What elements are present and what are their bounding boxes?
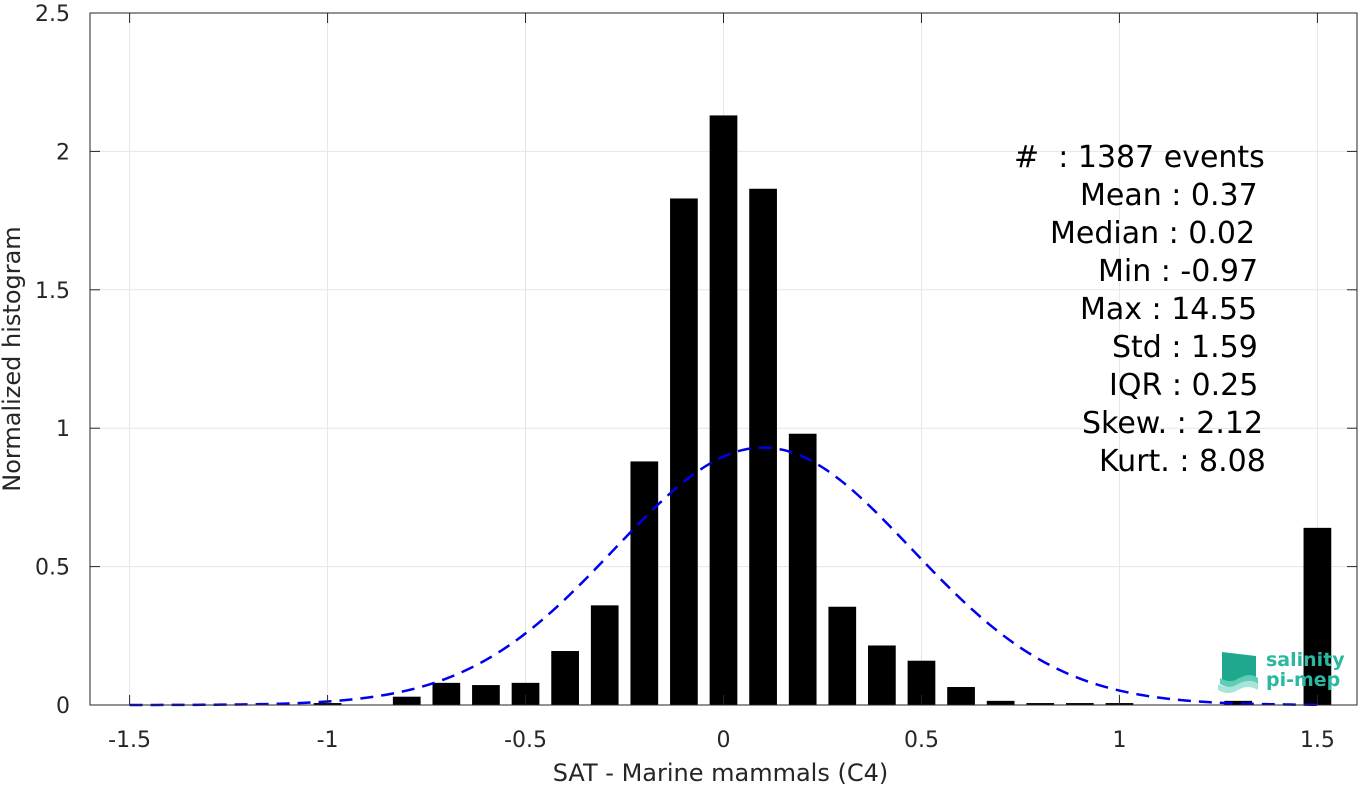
x-tick-label: 0.5: [904, 728, 939, 753]
y-tick-label: 2.5: [35, 2, 70, 27]
histogram-bar: [1065, 703, 1094, 705]
stat-iqr: IQR : 0.25: [1109, 368, 1259, 403]
tick-labels: -1.5 -1 -0.5 0 0.5 1 1.5 0 0.5 1 1.5 2 2.5: [35, 2, 1335, 753]
stat-max: Max : 14.55: [1080, 292, 1258, 327]
x-tick-label: -0.5: [504, 728, 547, 753]
y-tick-label: 2: [56, 140, 70, 165]
y-tick-label: 0: [56, 694, 70, 719]
y-tick-label: 1.5: [35, 279, 70, 304]
histogram-bar: [947, 687, 975, 705]
histogram-bar: [868, 645, 896, 705]
histogram-bar: [1026, 703, 1055, 705]
stat-min: Min : -0.97: [1098, 254, 1259, 289]
histogram-bar: [511, 682, 540, 705]
logo-waves-icon: [1218, 652, 1258, 693]
x-tick-label: -1: [317, 728, 339, 753]
histogram-bar: [788, 433, 817, 705]
histogram-bars: [313, 115, 1332, 705]
y-tick-label: 1: [56, 417, 70, 442]
stat-median: Median : 0.02: [1050, 216, 1256, 251]
histogram-bar: [670, 198, 698, 705]
stat-kurt: Kurt. : 8.08: [1099, 444, 1266, 479]
histogram-bar: [630, 461, 659, 705]
axis-ticks: [90, 12, 1357, 706]
x-tick-label: -1.5: [108, 728, 151, 753]
y-tick-label: 0.5: [35, 556, 70, 581]
x-tick-label: 1.5: [1300, 728, 1335, 753]
stat-mean: Mean : 0.37: [1080, 178, 1258, 213]
histogram-bar: [986, 700, 1015, 705]
histogram-bar: [432, 682, 461, 705]
histogram-bar: [472, 685, 500, 705]
histogram-bar: [1303, 527, 1332, 705]
histogram-bar: [1224, 700, 1253, 705]
logo-text-salinity: salinity: [1266, 649, 1345, 671]
histogram-bar: [590, 605, 619, 705]
salinity-pi-mep-logo: salinity pi-mep: [1216, 646, 1346, 696]
histogram-bar: [709, 115, 738, 705]
x-tick-label: 1: [1112, 728, 1126, 753]
y-axis-label: Normalized histogram: [0, 226, 26, 491]
logo-text-pi-mep: pi-mep: [1266, 669, 1341, 691]
stat-std: Std : 1.59: [1112, 330, 1258, 365]
histogram-bar: [828, 606, 857, 705]
histogram-bar: [392, 696, 421, 705]
stat-events: # : 1387 events: [1014, 140, 1265, 175]
x-axis-label: SAT - Marine mammals (C4): [553, 759, 888, 785]
x-tick-label: 0: [717, 728, 731, 753]
histogram-bar: [551, 651, 579, 705]
stat-skew: Skew. : 2.12: [1082, 406, 1264, 441]
